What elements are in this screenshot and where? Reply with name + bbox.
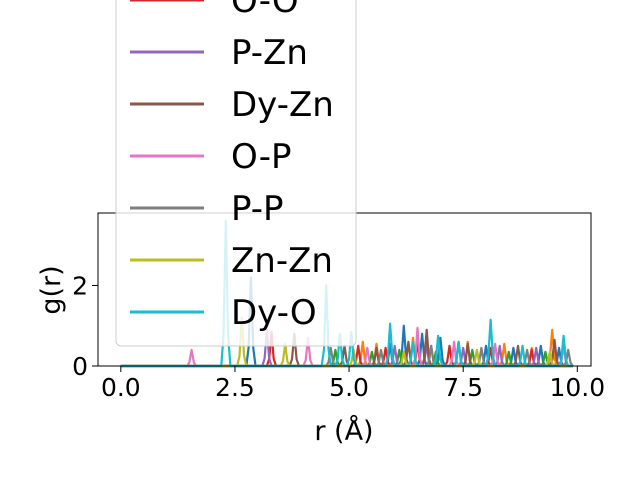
legend-label: O-O bbox=[231, 0, 299, 21]
x-tick-label: 7.5 bbox=[443, 373, 483, 402]
y-tick-label: 0 bbox=[72, 352, 88, 381]
legend: O-O P-Zn Dy-Zn O-P P-P Zn-Zn Dy-O bbox=[115, 0, 357, 347]
legend-label: Dy-O bbox=[231, 293, 317, 333]
x-tick-label: 5.0 bbox=[329, 373, 369, 402]
x-axis-label: r (Å) bbox=[314, 415, 373, 447]
x-tick-label: 0.0 bbox=[101, 373, 141, 402]
x-tick-label: 10.0 bbox=[549, 373, 605, 402]
x-axis-ticks: 0.0 2.5 5.0 7.5 10.0 bbox=[101, 366, 605, 402]
legend-label: Zn-Zn bbox=[231, 241, 333, 281]
x-tick-label: 2.5 bbox=[215, 373, 255, 402]
y-tick-label: 2 bbox=[72, 271, 88, 300]
y-axis-label: g(r) bbox=[36, 265, 67, 314]
legend-label: O-P bbox=[231, 137, 291, 177]
legend-label: P-Zn bbox=[231, 33, 308, 73]
y-axis-ticks: 02 bbox=[72, 271, 98, 381]
legend-label: Dy-Zn bbox=[231, 85, 334, 125]
legend-label: P-P bbox=[231, 189, 284, 229]
